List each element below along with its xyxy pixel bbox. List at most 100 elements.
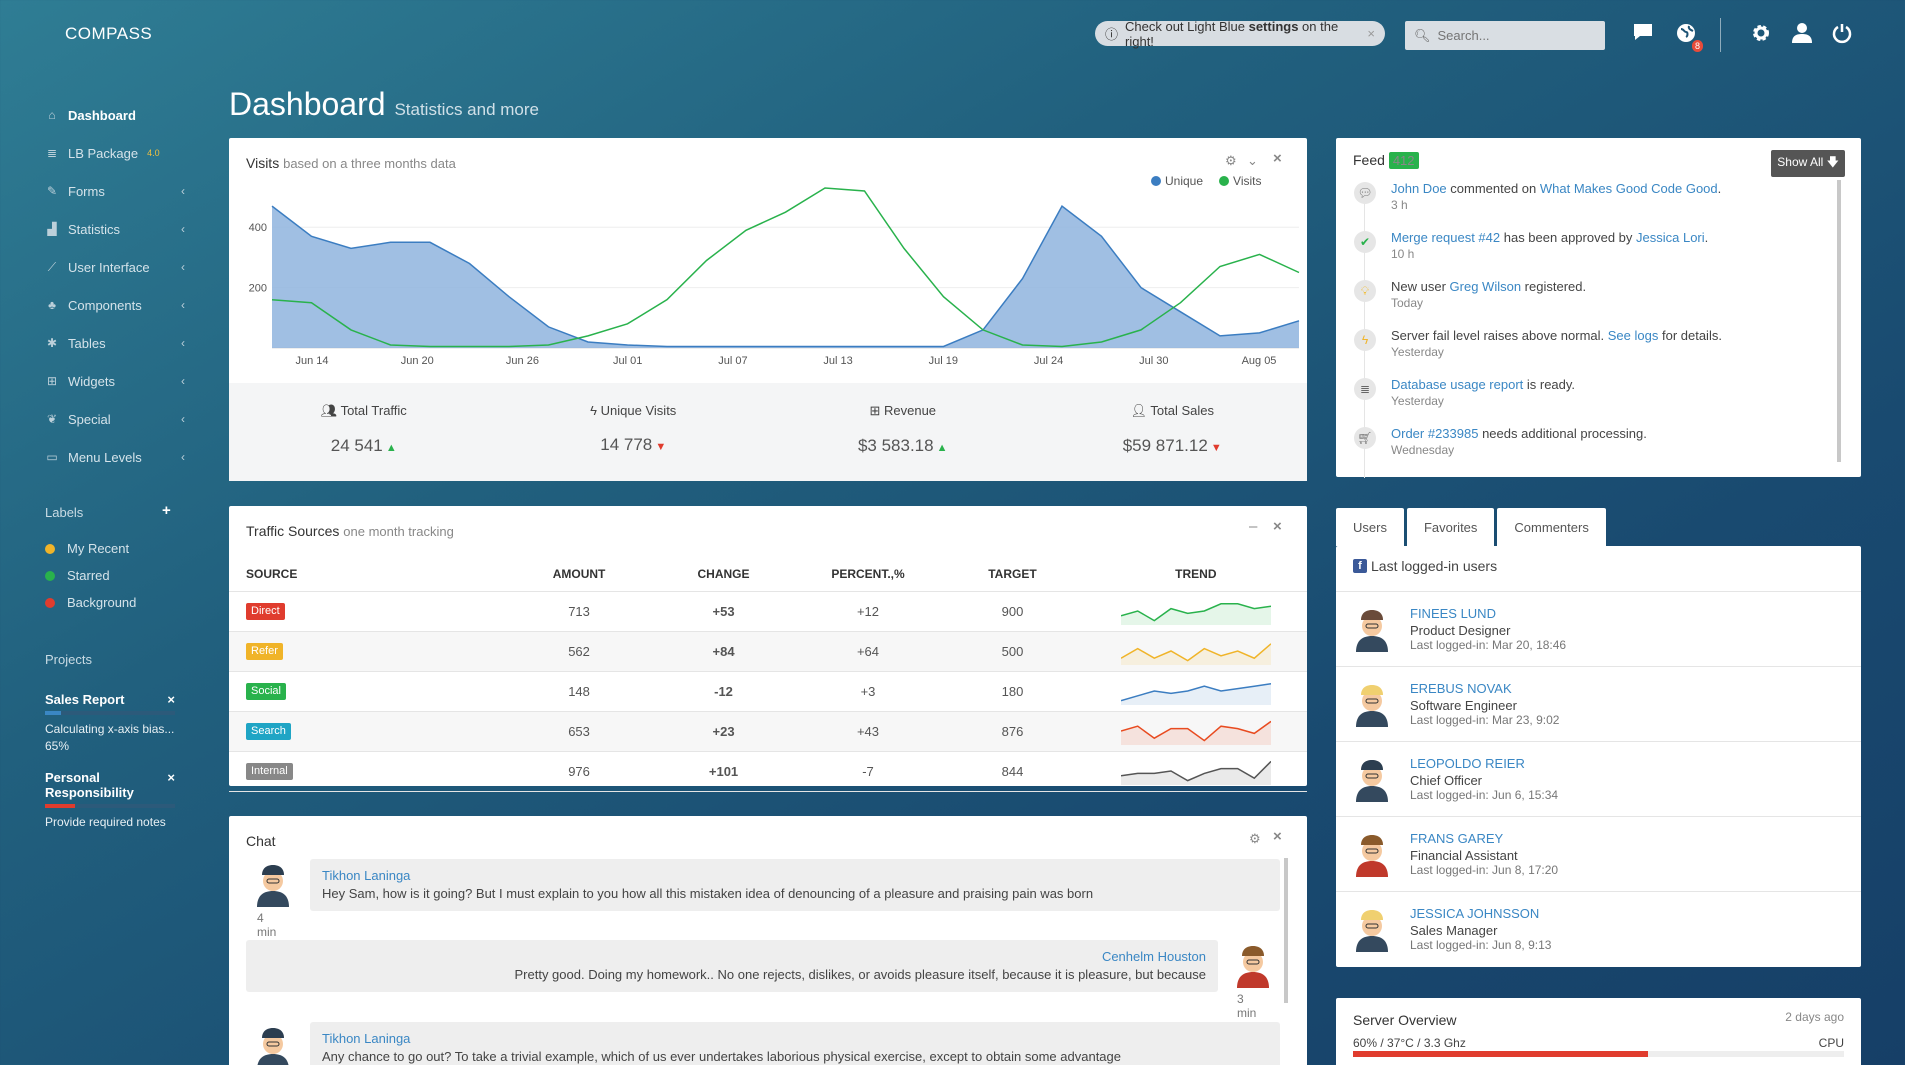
user-name[interactable]: Frans Garey [1410, 831, 1504, 846]
database-icon: ≣ [46, 146, 58, 160]
label-text: Background [67, 595, 137, 610]
column-header: CHANGE [651, 557, 796, 592]
sidebar-item-widgets[interactable]: ⊞ Widgets ‹ [45, 362, 185, 400]
lightbulb-icon: 💡︎ [1354, 280, 1376, 302]
visits-panel: Visits based on a three months data ⚙ ⌄ … [229, 138, 1307, 481]
caret-up-icon: ▲ [933, 442, 948, 454]
chat-author[interactable]: Tikhon Laninga [322, 868, 411, 883]
project-desc: Calculating x-axis bias... 65% [45, 722, 175, 753]
sidebar-item-label: Forms [68, 183, 105, 199]
label-item[interactable]: Starred [45, 562, 180, 589]
chat-scrollbar[interactable] [1284, 858, 1288, 1003]
search-input[interactable] [1437, 28, 1598, 43]
feed-link[interactable]: Greg Wilson [1449, 279, 1522, 294]
sidebar-item-dashboard[interactable]: ⌂ Dashboard [45, 96, 185, 134]
panel-settings-icon[interactable]: ⚙ [1225, 153, 1237, 168]
feed-link[interactable]: Merge request #42 [1391, 230, 1501, 245]
chevron-left-icon: ‹ [181, 450, 185, 464]
tab-users[interactable]: Users [1336, 508, 1404, 546]
sidebar-item-tables[interactable]: ✱ Tables ‹ [45, 324, 185, 362]
home-icon: ⌂ [48, 108, 56, 122]
show-all-button[interactable]: Show All 🡇︎ [1771, 150, 1845, 177]
sidebar-item-user-interface[interactable]: ⟋ User Interface ‹ [45, 248, 185, 286]
target-cell: 180 [940, 671, 1085, 712]
chat-author[interactable]: Cenhelm Houston [1101, 949, 1206, 964]
sidebar-item-forms[interactable]: ✎ Forms ‹ [45, 172, 185, 210]
y-tick-label: 200 [249, 283, 267, 295]
project-item[interactable]: Personal Responsibility × Provide required… [45, 770, 175, 831]
sparkline-line [1120, 683, 1271, 702]
label-dot-icon [45, 570, 55, 581]
search-box[interactable]: 🔍︎ [1405, 21, 1605, 50]
server-overview-panel: Server Overview 2 days ago 60% / 37°C / … [1336, 998, 1861, 1065]
user-name[interactable]: Erebus Novak [1410, 681, 1512, 696]
panel-settings-icon[interactable]: ⚙ [1249, 831, 1261, 846]
sparkline-area [1120, 683, 1271, 705]
sparkline-line [1120, 603, 1271, 622]
sidebar-item-label: Dashboard [68, 107, 136, 123]
sidebar-item-statistics[interactable]: ▟ Statistics ‹ [45, 210, 185, 248]
add-label-button[interactable]: + [162, 502, 171, 519]
feed-text: Server fail level raises above normal. S… [1391, 328, 1722, 343]
sidebar-item-lb-package[interactable]: ≣ LB Package 4.0 [45, 134, 185, 172]
notice-text: Check out Light Blue settings on the rig… [1125, 18, 1339, 49]
percent-cell: +64 [795, 631, 941, 672]
chevron-left-icon: ‹ [181, 298, 185, 312]
panel-close-icon[interactable]: × [1273, 150, 1282, 167]
feed-link[interactable]: What Makes Good Code Good [1539, 181, 1718, 196]
notice-close-button[interactable]: × [1367, 26, 1375, 41]
label-item[interactable]: Background [45, 589, 180, 616]
sidebar-item-label: Components [68, 297, 142, 313]
globe-notifications-icon[interactable]: 8 [1673, 22, 1703, 52]
panel-minimize-icon[interactable]: – [1249, 518, 1258, 535]
source-tag: Refer [246, 643, 283, 660]
user-row[interactable]: Leopoldo Reier Chief Officer Last logged-i… [1336, 741, 1861, 816]
user-row[interactable]: Frans Garey Financial Assistant Last logge… [1336, 816, 1861, 891]
feed-link[interactable]: John Doe [1391, 181, 1447, 196]
panel-close-icon[interactable]: × [1273, 828, 1282, 845]
x-tick-label: Jul 30 [1139, 355, 1168, 367]
feed-link[interactable]: See logs [1607, 328, 1659, 343]
feed-link[interactable]: Database usage report [1391, 377, 1524, 392]
project-item[interactable]: Sales Report × Calculating x-axis bias... … [45, 692, 175, 755]
sidebar-item-menu-levels[interactable]: ▭ Menu Levels ‹ [45, 438, 185, 476]
user-row[interactable]: Jessica Johnsson Sales Manager Last logged… [1336, 891, 1861, 966]
brand-logo[interactable]: COMPASS [65, 24, 153, 43]
user-row[interactable]: Erebus Novak Software Engineer Last logged… [1336, 666, 1861, 741]
search-icon: 🔍︎ [1414, 27, 1431, 43]
user-name[interactable]: Jessica Johnsson [1410, 906, 1540, 921]
feed-scrollbar[interactable] [1837, 180, 1841, 462]
panel-collapse-icon[interactable]: ⌄ [1247, 153, 1258, 168]
target-cell: 900 [940, 591, 1085, 632]
user-account-icon[interactable] [1789, 22, 1815, 48]
user-name[interactable]: Finees Lund [1410, 606, 1496, 621]
user-name[interactable]: Leopoldo Reier [1410, 756, 1525, 771]
y-tick-label: 400 [249, 222, 267, 234]
user-icon: 👤︎ [1130, 403, 1151, 418]
project-close-icon[interactable]: × [167, 770, 175, 785]
panel-close-icon[interactable]: × [1273, 518, 1282, 535]
project-close-icon[interactable]: × [167, 692, 175, 707]
settings-gear-icon[interactable] [1748, 22, 1774, 48]
label-item[interactable]: My Recent [45, 535, 180, 562]
sidebar-item-components[interactable]: ♣ Components ‹ [45, 286, 185, 324]
labels-heading: Labels [45, 505, 84, 520]
chart-legend: Unique Visits [1151, 174, 1261, 188]
chat-time: 4 min [257, 911, 277, 939]
stat-label: Total Sales [1150, 403, 1214, 418]
chat-author[interactable]: Tikhon Laninga [322, 1031, 411, 1046]
grid-icon: ⊞ [46, 374, 58, 388]
tab-favorites[interactable]: Favorites [1406, 508, 1495, 546]
feed-link[interactable]: Jessica Lori [1636, 230, 1705, 245]
project-progress-track [45, 711, 175, 715]
feed-time: Today [1391, 296, 1424, 310]
sidebar-item-special[interactable]: ❦ Special ‹ [45, 400, 185, 438]
power-logout-icon[interactable] [1829, 22, 1855, 48]
feed-text: Database usage report is ready. [1391, 377, 1576, 392]
percent-cell: +43 [795, 711, 941, 752]
bolt-icon: ϟ [590, 403, 601, 418]
tab-commenters[interactable]: Commenters [1497, 508, 1606, 546]
user-row[interactable]: Finees Lund Product Designer Last logged-i… [1336, 591, 1861, 666]
chat-icon[interactable] [1630, 22, 1656, 48]
feed-link[interactable]: Order #233985 [1391, 426, 1479, 441]
